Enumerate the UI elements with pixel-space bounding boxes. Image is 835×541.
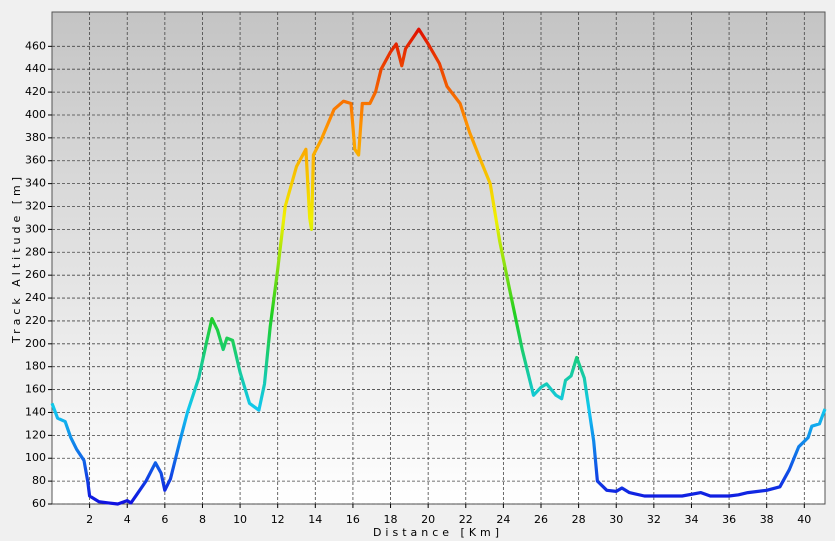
y-tick-label: 340 bbox=[25, 177, 46, 190]
x-tick-label: 22 bbox=[459, 513, 473, 526]
y-axis-label: Track Altitude [m] bbox=[10, 173, 23, 344]
y-tick-label: 180 bbox=[25, 360, 46, 373]
x-tick-label: 10 bbox=[233, 513, 247, 526]
x-tick-label: 14 bbox=[308, 513, 322, 526]
x-tick-label: 32 bbox=[647, 513, 661, 526]
x-tick-label: 20 bbox=[421, 513, 435, 526]
y-tick-label: 360 bbox=[25, 154, 46, 167]
x-tick-label: 34 bbox=[684, 513, 698, 526]
x-tick-label: 12 bbox=[271, 513, 285, 526]
y-tick-label: 260 bbox=[25, 268, 46, 281]
y-tick-label: 200 bbox=[25, 337, 46, 350]
y-tick-label: 140 bbox=[25, 405, 46, 418]
x-tick-label: 2 bbox=[86, 513, 93, 526]
y-tick-label: 320 bbox=[25, 200, 46, 213]
y-tick-label: 440 bbox=[25, 62, 46, 75]
y-tick-label: 160 bbox=[25, 383, 46, 396]
y-tick-label: 100 bbox=[25, 451, 46, 464]
y-tick-label: 80 bbox=[32, 474, 46, 487]
x-tick-label: 40 bbox=[797, 513, 811, 526]
y-tick-label: 460 bbox=[25, 39, 46, 52]
x-tick-label: 16 bbox=[346, 513, 360, 526]
x-tick-label: 26 bbox=[534, 513, 548, 526]
x-tick-label: 38 bbox=[760, 513, 774, 526]
x-tick-label: 30 bbox=[609, 513, 623, 526]
x-tick-label: 24 bbox=[496, 513, 510, 526]
y-tick-label: 300 bbox=[25, 222, 46, 235]
y-tick-label: 280 bbox=[25, 245, 46, 258]
x-tick-label: 4 bbox=[124, 513, 131, 526]
x-tick-label: 28 bbox=[572, 513, 586, 526]
x-tick-label: 6 bbox=[161, 513, 168, 526]
x-tick-label: 36 bbox=[722, 513, 736, 526]
y-tick-label: 120 bbox=[25, 428, 46, 441]
x-axis-label: Distance [Km] bbox=[373, 526, 503, 539]
x-tick-label: 18 bbox=[384, 513, 398, 526]
x-tick-label: 8 bbox=[199, 513, 206, 526]
y-tick-label: 420 bbox=[25, 85, 46, 98]
y-tick-label: 220 bbox=[25, 314, 46, 327]
plot-area bbox=[51, 11, 826, 505]
y-tick-label: 380 bbox=[25, 131, 46, 144]
y-tick-label: 240 bbox=[25, 291, 46, 304]
y-tick-label: 400 bbox=[25, 108, 46, 121]
altitude-line bbox=[50, 27, 827, 506]
y-tick-label: 60 bbox=[32, 497, 46, 510]
